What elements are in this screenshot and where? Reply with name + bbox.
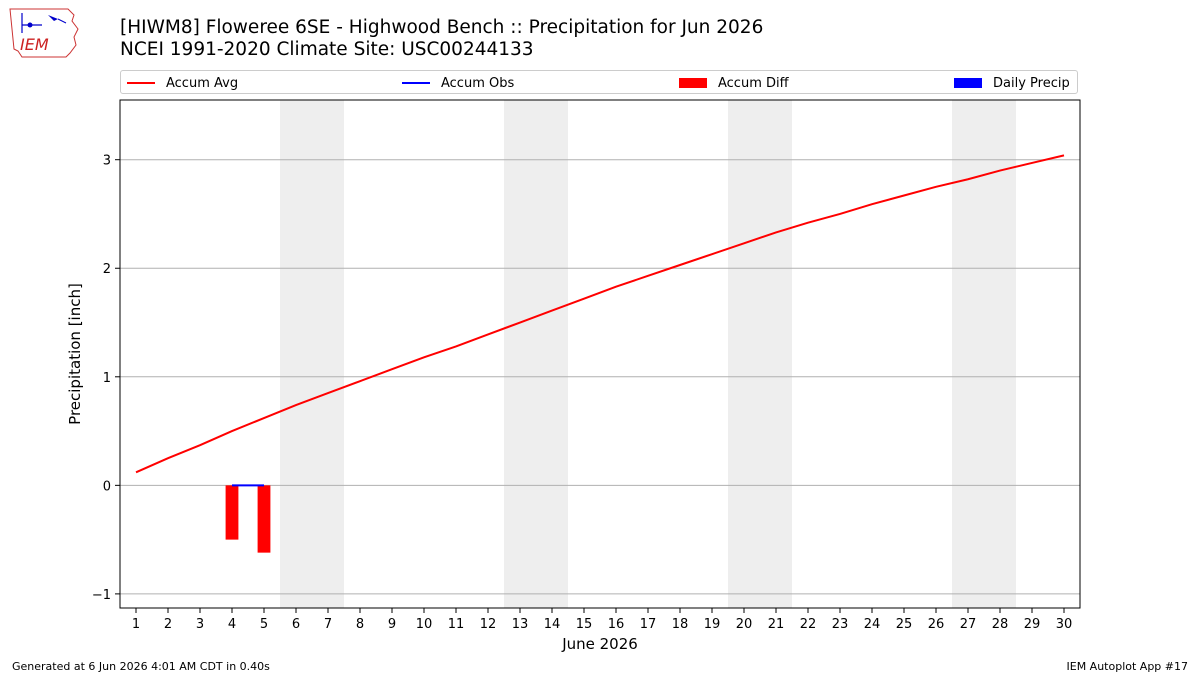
series-lines bbox=[135, 154, 1065, 487]
ytick-label: 1 bbox=[103, 371, 111, 386]
legend-swatch-daily-precip bbox=[954, 78, 982, 88]
xtick-label: 8 bbox=[356, 617, 364, 632]
xtick-label: 21 bbox=[768, 617, 785, 632]
legend-label-accum-obs: Accum Obs bbox=[441, 75, 515, 91]
xtick-label: 20 bbox=[736, 617, 753, 632]
xtick-label: 24 bbox=[864, 617, 881, 632]
xtick-label: 7 bbox=[324, 617, 332, 632]
xtick-label: 3 bbox=[196, 617, 204, 632]
legend-swatch-accum-obs bbox=[402, 82, 430, 84]
xtick-label: 13 bbox=[512, 617, 529, 632]
xtick-label: 5 bbox=[260, 617, 268, 632]
ytick-label: 0 bbox=[103, 479, 111, 494]
plot-frame bbox=[119, 99, 1081, 609]
bar-accum-diff-day-4 bbox=[225, 485, 239, 540]
footer-generated-text: Generated at 6 Jun 2026 4:01 AM CDT in 0… bbox=[12, 660, 270, 673]
xtick-label: 6 bbox=[292, 617, 300, 632]
xtick-label: 27 bbox=[960, 617, 977, 632]
xtick-label: 14 bbox=[544, 617, 561, 632]
xtick-label: 12 bbox=[480, 617, 497, 632]
x-axis-ticks: 1 2 3 4 5 6 7 8 9 10 11 12 13 14 15 16 17 18 19 20 21 22 23 24 2… bbox=[132, 608, 1072, 632]
ytick-label: 3 bbox=[103, 154, 111, 169]
legend-swatch-accum-avg bbox=[127, 82, 155, 84]
x-axis-label: June 2026 bbox=[561, 635, 638, 653]
xtick-label: 1 bbox=[132, 617, 140, 632]
ytick-label: −1 bbox=[92, 588, 111, 603]
bar-accum-diff-day-5 bbox=[257, 485, 271, 553]
legend-item-accum-diff: Accum Diff bbox=[679, 74, 789, 92]
weekend-band-3 bbox=[728, 100, 792, 608]
xtick-label: 25 bbox=[896, 617, 913, 632]
weekend-band-2 bbox=[504, 100, 568, 608]
ytick-label: 2 bbox=[103, 262, 111, 277]
xtick-label: 26 bbox=[928, 617, 945, 632]
legend-item-accum-obs: Accum Obs bbox=[402, 74, 514, 92]
y-axis-ticks: −1 0 1 2 3 bbox=[92, 154, 120, 603]
y-axis-label: Precipitation [inch] bbox=[66, 283, 84, 425]
chart-title: [HIWM8] Floweree 6SE - Highwood Bench ::… bbox=[120, 17, 764, 38]
weekend-shading bbox=[280, 100, 1016, 608]
legend-item-accum-avg: Accum Avg bbox=[127, 74, 238, 92]
bar-marks bbox=[225, 485, 271, 553]
xtick-label: 17 bbox=[640, 617, 657, 632]
xtick-label: 30 bbox=[1056, 617, 1073, 632]
xtick-label: 4 bbox=[228, 617, 236, 632]
xtick-label: 18 bbox=[672, 617, 689, 632]
xtick-label: 23 bbox=[832, 617, 849, 632]
legend-label-accum-diff: Accum Diff bbox=[718, 75, 789, 91]
xtick-label: 19 bbox=[704, 617, 721, 632]
xtick-label: 16 bbox=[608, 617, 625, 632]
line-accum-avg bbox=[135, 154, 1065, 474]
xtick-label: 22 bbox=[800, 617, 817, 632]
weekend-band-1 bbox=[280, 100, 344, 608]
legend-swatch-accum-diff bbox=[679, 78, 707, 88]
xtick-label: 15 bbox=[576, 617, 593, 632]
xtick-label: 11 bbox=[448, 617, 465, 632]
xtick-label: 2 bbox=[164, 617, 172, 632]
iem-logo: IEM bbox=[9, 8, 79, 58]
legend-label-daily-precip: Daily Precip bbox=[993, 75, 1070, 91]
xtick-label: 28 bbox=[992, 617, 1009, 632]
footer-app-label: IEM Autoplot App #17 bbox=[1066, 660, 1189, 673]
legend: Accum Avg Accum Obs Accum Diff Daily Pre… bbox=[120, 70, 1078, 94]
chart-subtitle: NCEI 1991-2020 Climate Site: USC00244133 bbox=[120, 39, 534, 60]
legend-item-daily-precip: Daily Precip bbox=[954, 74, 1070, 92]
weekend-band-4 bbox=[952, 100, 1016, 608]
logo-text: IEM bbox=[20, 35, 49, 54]
xtick-label: 29 bbox=[1024, 617, 1041, 632]
xtick-label: 9 bbox=[388, 617, 396, 632]
y-gridlines bbox=[120, 159, 1080, 595]
xtick-label: 10 bbox=[416, 617, 433, 632]
legend-label-accum-avg: Accum Avg bbox=[166, 75, 239, 91]
